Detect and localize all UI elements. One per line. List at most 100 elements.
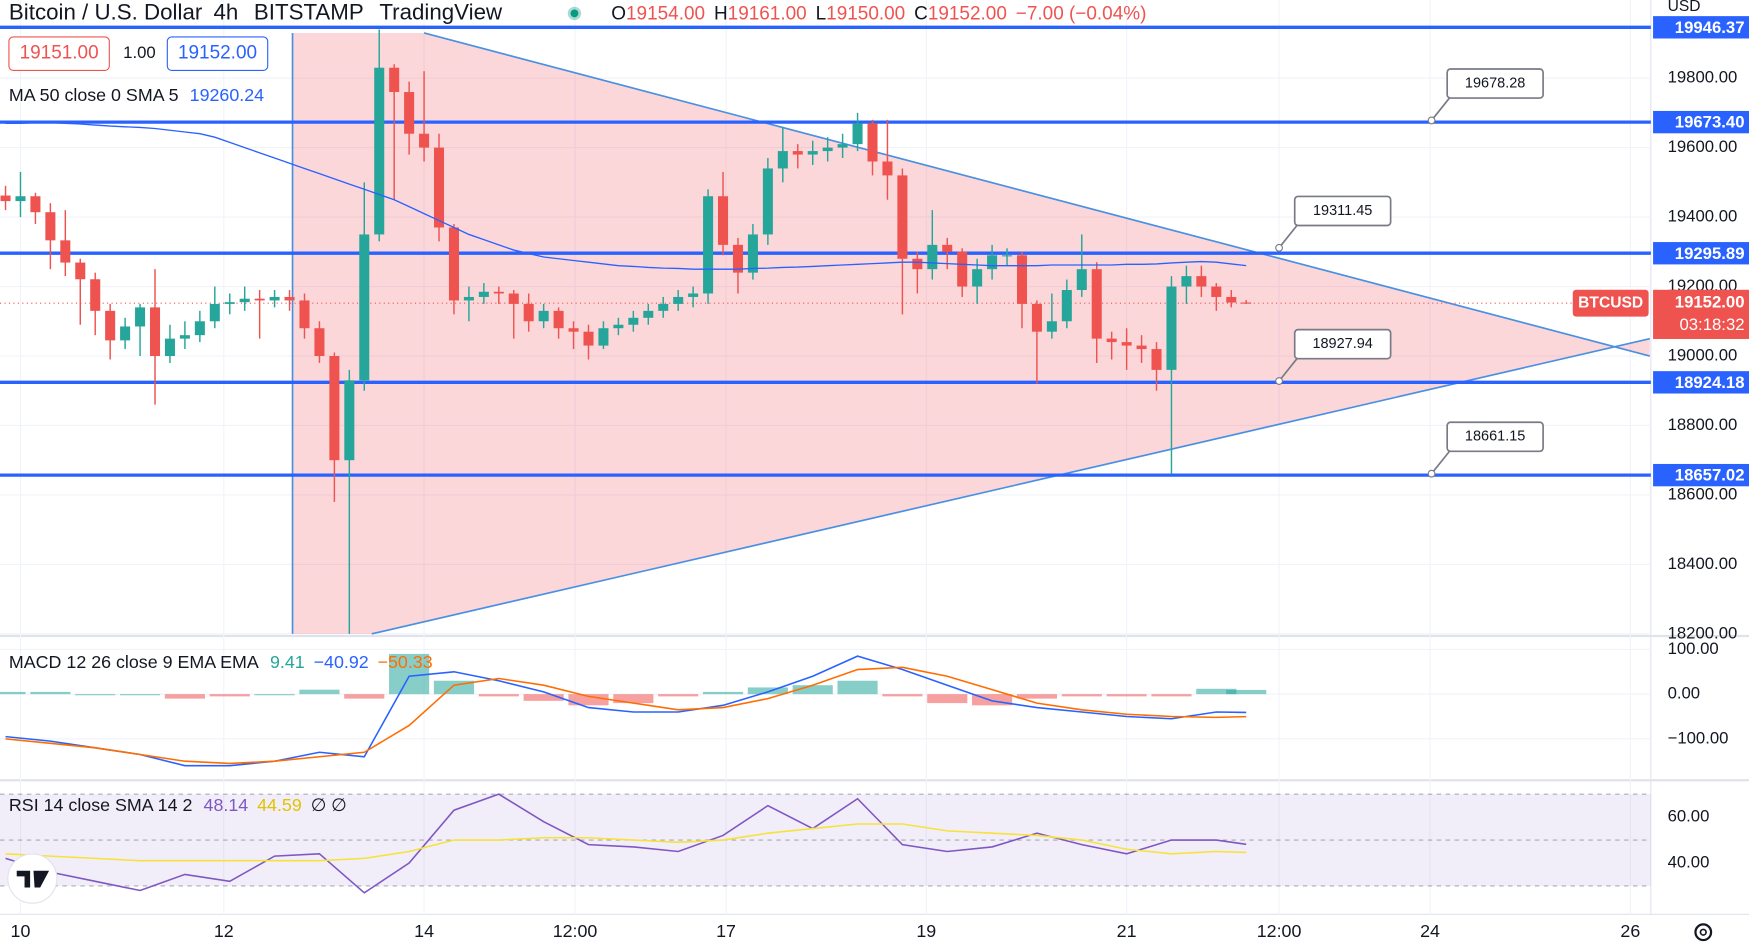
- x-tick-label: 19: [916, 921, 936, 941]
- level-label: 19946.37: [1675, 18, 1745, 37]
- candle-body: [1091, 269, 1102, 339]
- x-tick-label: 26: [1620, 921, 1640, 941]
- macd-histogram-bar: [972, 694, 1013, 706]
- rsi-extra: ∅ ∅: [311, 795, 347, 815]
- buy-box[interactable]: [166, 36, 269, 71]
- level-tag: [1653, 242, 1749, 265]
- symbol-name: Bitcoin / U.S. Dollar: [9, 0, 203, 24]
- y-tick-label: 18400.00: [1668, 554, 1738, 573]
- candle-body: [508, 293, 519, 304]
- ohlc-change: −7.00 (−0.04%): [1016, 4, 1147, 25]
- candle-body: [1151, 349, 1162, 370]
- callout-box: [1293, 328, 1392, 360]
- y-tick-label: 18200.00: [1668, 623, 1738, 642]
- ohlc-key: O: [611, 4, 626, 25]
- candle-body: [628, 317, 639, 325]
- macd-histogram-bar: [1226, 689, 1267, 695]
- spread: 1.00: [123, 43, 156, 62]
- callout-anchor: [1275, 377, 1283, 385]
- x-tick-label: 14: [414, 921, 434, 941]
- currency: USD: [1668, 0, 1701, 15]
- macd-histogram-bar: [209, 694, 250, 697]
- macd-histogram-bar: [658, 694, 699, 697]
- macd-histogram-bar: [344, 694, 385, 699]
- candle-body: [75, 262, 86, 280]
- candle-body: [344, 380, 355, 461]
- candle-body: [1061, 290, 1072, 322]
- rsi-tick-label: 40.00: [1668, 852, 1710, 871]
- macd-histogram-bar: [164, 694, 205, 699]
- candle-body: [164, 338, 175, 357]
- candle-body: [179, 335, 190, 339]
- triangle-upper: [423, 32, 1651, 357]
- price-tag-label: 19152.00: [1675, 293, 1745, 312]
- rsi-legend: RSI 14 close SMA 14 2 48.14 44.59 ∅ ∅: [9, 795, 347, 815]
- title: Bitcoin / U.S. Dollar 4h BITSTAMP TradingVi…: [9, 0, 503, 24]
- candle-body: [389, 67, 400, 93]
- candle-body: [942, 244, 953, 252]
- level-label: 19673.40: [1675, 113, 1745, 132]
- candle-body: [105, 310, 116, 341]
- macd-histogram-bar: [30, 691, 71, 695]
- x-tick-label: 17: [716, 921, 736, 941]
- macd-histogram-bar: [747, 687, 788, 695]
- candle-body: [239, 298, 250, 303]
- callout-label: 19311.45: [1313, 203, 1372, 219]
- macd-histogram-bar: [254, 694, 295, 696]
- callout-box: [1446, 68, 1544, 99]
- candle-body: [822, 147, 833, 152]
- candle-body: [1196, 276, 1207, 287]
- candle-body: [0, 195, 11, 202]
- macd-tick-label: −100.00: [1668, 728, 1729, 747]
- countdown: 03:18:32: [1679, 315, 1744, 334]
- candle-body: [673, 296, 684, 304]
- macd-histogram-bar: [927, 694, 968, 704]
- macd-histogram-bar: [119, 694, 161, 696]
- callout-anchor: [1427, 116, 1436, 125]
- rsi-ma-value: 44.59: [257, 795, 302, 815]
- candle-body: [718, 196, 729, 245]
- y-tick-label: 18600.00: [1668, 484, 1738, 503]
- settings-icon[interactable]: [1694, 923, 1713, 942]
- macd-histogram-bar: [702, 691, 744, 695]
- candle-body: [792, 151, 803, 155]
- candle-body: [523, 303, 534, 322]
- ohlc-value: 19150.00: [826, 4, 905, 25]
- macd-histogram-bar: [1016, 694, 1058, 699]
- rsi-line: [5, 823, 1247, 862]
- buy-price: 19152.00: [178, 43, 257, 64]
- candle-body: [404, 92, 415, 134]
- level-label: 19295.89: [1675, 244, 1745, 263]
- macd-histogram-bar: [478, 694, 519, 697]
- candle-body: [45, 212, 56, 241]
- x-tick-label: 12:00: [1257, 921, 1302, 941]
- macd-histogram-bar: [75, 694, 116, 696]
- candle-body: [837, 144, 848, 148]
- x-tick-label: 10: [11, 921, 31, 941]
- candle-body: [957, 251, 968, 287]
- symbol-label: BTCUSD: [1578, 294, 1643, 311]
- x-tick-label: 12:00: [553, 921, 598, 941]
- logo[interactable]: [7, 853, 58, 904]
- candle-body: [419, 133, 430, 148]
- macd-histogram-bar: [0, 691, 26, 695]
- candle-body: [807, 151, 818, 155]
- rsi-legend-name: RSI 14 close SMA 14 2: [9, 795, 193, 815]
- candle-body: [135, 307, 146, 327]
- candle-body: [762, 168, 773, 235]
- sell-box[interactable]: [8, 36, 110, 71]
- macd-histogram-bar: [613, 694, 654, 704]
- candle-body: [613, 324, 624, 329]
- callout-pointer: [1278, 358, 1298, 382]
- candle-body: [224, 302, 235, 304]
- macd-legend-name: MACD 12 26 close 9 EMA EMA: [9, 652, 259, 672]
- ohlc-key: H: [714, 4, 728, 25]
- candle-body: [912, 258, 923, 270]
- ohlc-key: C: [914, 4, 928, 25]
- candle-body: [1121, 342, 1132, 346]
- x-tick-label: 21: [1117, 921, 1137, 941]
- x-tick-label: 12: [214, 921, 234, 941]
- candle-body: [703, 196, 714, 294]
